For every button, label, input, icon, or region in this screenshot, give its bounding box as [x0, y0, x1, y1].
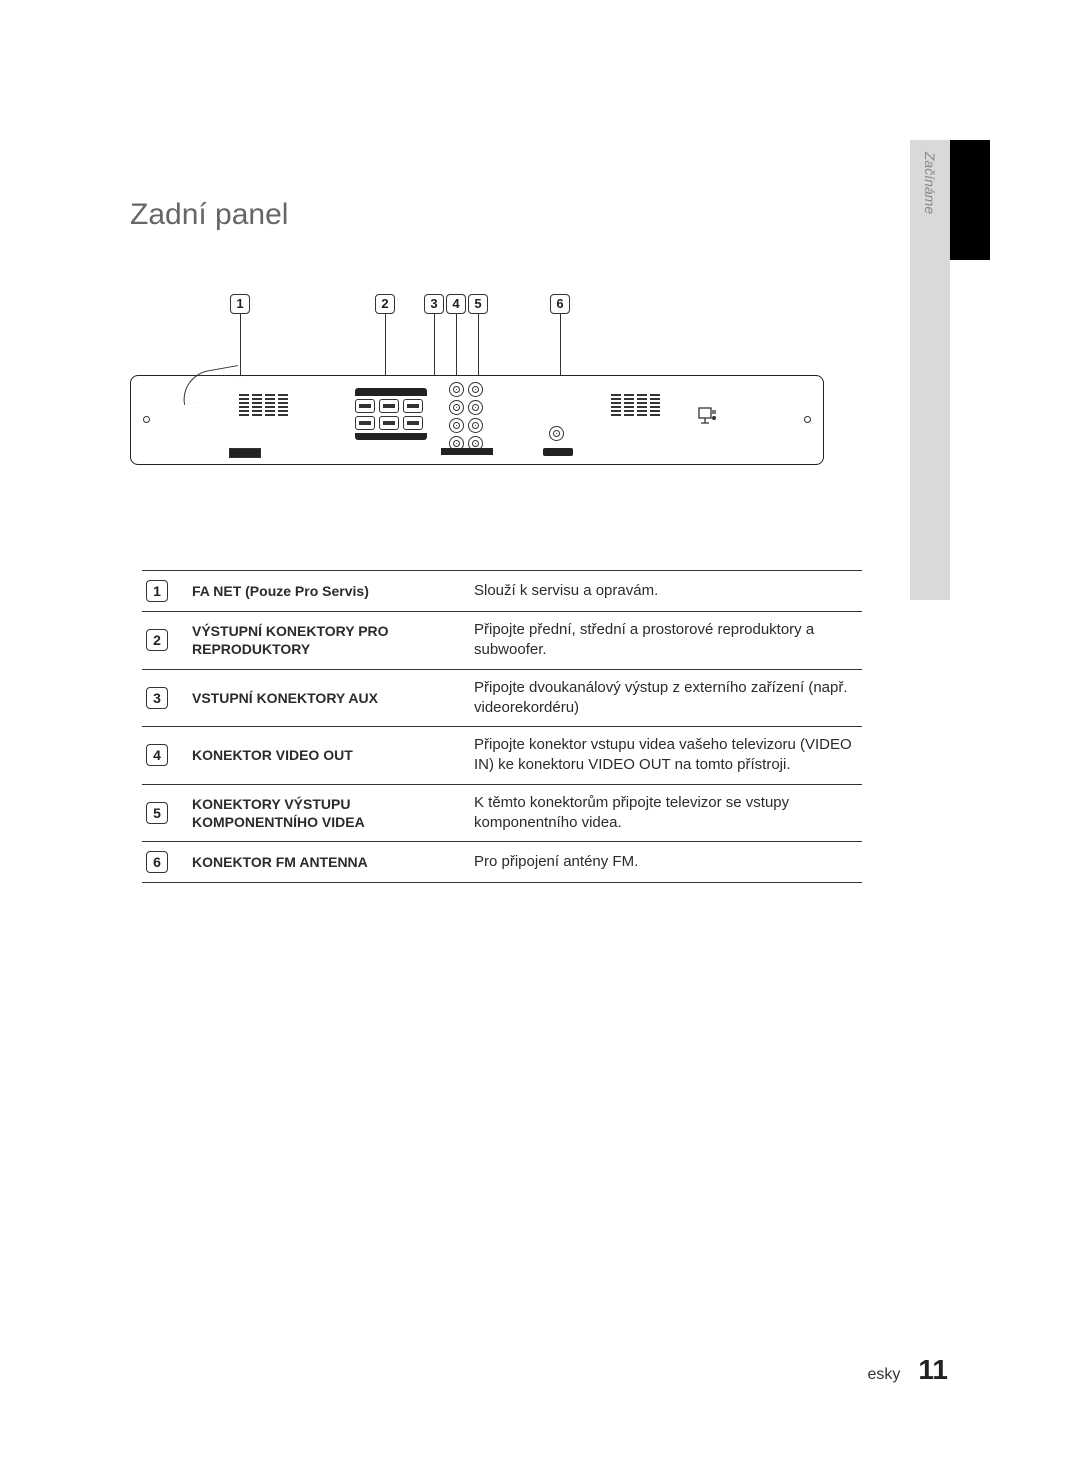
- row-description: Slouží k servisu a opravám.: [474, 581, 862, 601]
- row-description: Připojte dvoukanálový výstup z externího…: [474, 678, 862, 719]
- row-number: 1: [146, 580, 168, 602]
- row-description: Připojte přední, střední a prostorové re…: [474, 620, 862, 661]
- vent-grille: [239, 394, 288, 416]
- row-number: 5: [146, 802, 168, 824]
- callout-leader: [478, 314, 479, 376]
- row-number: 3: [146, 687, 168, 709]
- connector-table: 1 FA NET (Pouze Pro Servis) Slouží k servi…: [142, 570, 862, 883]
- table-row: 4 KONEKTOR VIDEO OUT Připojte konektor vst…: [142, 727, 862, 784]
- table-row: 1 FA NET (Pouze Pro Servis) Slouží k servi…: [142, 571, 862, 611]
- row-label: FA NET (Pouze Pro Servis): [192, 582, 454, 600]
- rear-panel-diagram: [130, 375, 824, 465]
- fanet-port-label: [229, 448, 261, 458]
- fm-antenna-label: [543, 448, 573, 456]
- footer-language: esky: [867, 1366, 900, 1384]
- row-number: 4: [146, 744, 168, 766]
- page-footer: esky 11: [867, 1354, 948, 1386]
- side-thumb-indicator: [950, 140, 990, 260]
- row-label: KONEKTORY VÝSTUPU KOMPONENTNÍHO VIDEA: [192, 795, 454, 831]
- table-row: 3 VSTUPNÍ KONEKTORY AUX Připojte dvoukanál…: [142, 670, 862, 727]
- jack-labels: [441, 448, 493, 455]
- fm-antenna-jack: [549, 426, 564, 441]
- screw-icon: [143, 416, 150, 423]
- screw-icon: [804, 416, 811, 423]
- row-description: Pro připojení antény FM.: [474, 852, 862, 872]
- table-row: 6 KONEKTOR FM ANTENNA Pro připojení antény…: [142, 842, 862, 882]
- stand-icon: [697, 406, 719, 426]
- footer-page-number: 11: [918, 1354, 948, 1386]
- row-description: K těmto konektorům připojte televizor se…: [474, 793, 862, 834]
- vent-grille: [611, 394, 660, 416]
- callout-box: 6: [550, 294, 570, 314]
- page-title: Zadní panel: [130, 198, 288, 232]
- callout-leader: [560, 314, 561, 376]
- table-row: 5 KONEKTORY VÝSTUPU KOMPONENTNÍHO VIDEA K …: [142, 785, 862, 842]
- row-label: VSTUPNÍ KONEKTORY AUX: [192, 689, 454, 707]
- speaker-terminals: [355, 388, 427, 452]
- callout-leader: [385, 314, 386, 376]
- row-label: KONEKTOR FM ANTENNA: [192, 853, 454, 871]
- row-label: VÝSTUPNÍ KONEKTORY PRO REPRODUKTORY: [192, 622, 454, 658]
- av-jacks: [441, 382, 491, 454]
- row-label: KONEKTOR VIDEO OUT: [192, 746, 454, 764]
- side-tab-label: Začínáme: [922, 152, 938, 214]
- row-number: 2: [146, 629, 168, 651]
- callout-box: 1: [230, 294, 250, 314]
- callout-leader: [434, 314, 435, 376]
- row-description: Připojte konektor vstupu videa vašeho te…: [474, 735, 862, 776]
- row-number: 6: [146, 851, 168, 873]
- callout-leader: [240, 314, 241, 376]
- callout-box: 5: [468, 294, 488, 314]
- callout-box: 3: [424, 294, 444, 314]
- callout-box: 2: [375, 294, 395, 314]
- callout-leader: [456, 314, 457, 376]
- side-tab: Začínáme: [910, 140, 950, 600]
- callout-box: 4: [446, 294, 466, 314]
- table-row: 2 VÝSTUPNÍ KONEKTORY PRO REPRODUKTORY Přip…: [142, 612, 862, 669]
